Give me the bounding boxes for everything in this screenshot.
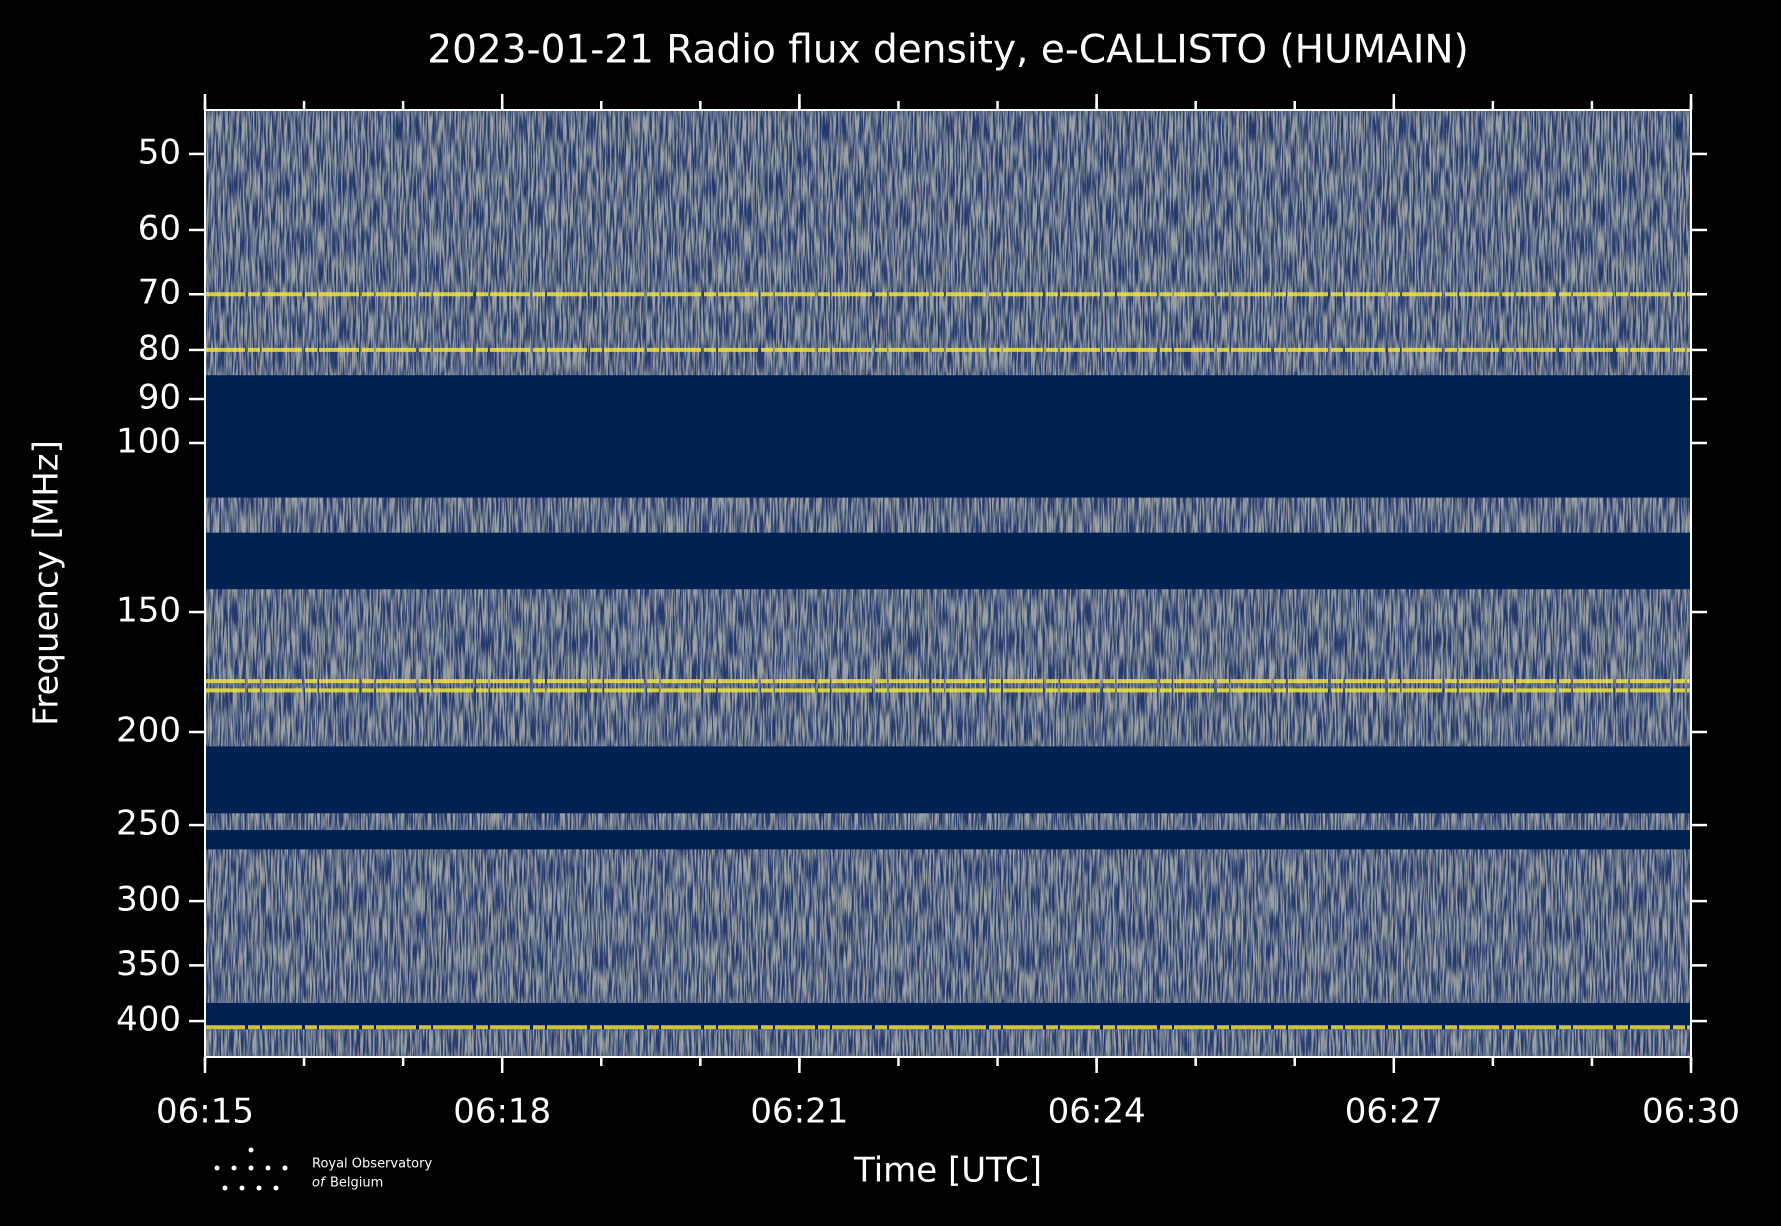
y-tick-label: 350: [116, 944, 181, 984]
y-axis-label: Frequency [MHz]: [27, 440, 67, 726]
masked-band: [205, 375, 1691, 498]
chart-title: 2023-01-21 Radio flux density, e-CALLIST…: [427, 28, 1469, 73]
logo-text: Royal Observatory: [312, 1157, 432, 1172]
masked-band: [205, 830, 1691, 850]
x-tick-label: 06:27: [1345, 1092, 1443, 1132]
x-tick-label: 06:21: [750, 1092, 848, 1132]
x-axis-label: Time [UTC]: [853, 1151, 1042, 1191]
plot-frame: [204, 109, 1692, 1058]
masked-band: [205, 1002, 1691, 1030]
logo-text: Belgium: [330, 1176, 383, 1191]
y-tick-label: 100: [116, 421, 181, 461]
masked-band: [205, 746, 1691, 814]
y-tick-label: 200: [116, 711, 181, 751]
x-tick-label: 06:24: [1048, 1092, 1146, 1132]
logo-text: of: [312, 1176, 327, 1191]
masked-band: [205, 532, 1691, 590]
y-tick-label: 80: [138, 328, 181, 368]
y-tick-label: 70: [138, 273, 181, 313]
x-tick-label: 06:30: [1642, 1092, 1740, 1132]
y-tick-label: 250: [116, 804, 181, 844]
x-tick-label: 06:15: [156, 1092, 254, 1132]
y-tick-label: 60: [138, 208, 181, 248]
y-tick-label: 150: [116, 591, 181, 631]
y-tick-label: 90: [138, 378, 181, 418]
y-tick-label: 400: [116, 1000, 181, 1040]
y-tick-label: 300: [116, 880, 181, 920]
x-tick-label: 06:18: [453, 1092, 551, 1132]
logo: [214, 1147, 288, 1191]
plot-area: [205, 110, 1691, 1057]
y-tick-label: 50: [138, 132, 181, 172]
